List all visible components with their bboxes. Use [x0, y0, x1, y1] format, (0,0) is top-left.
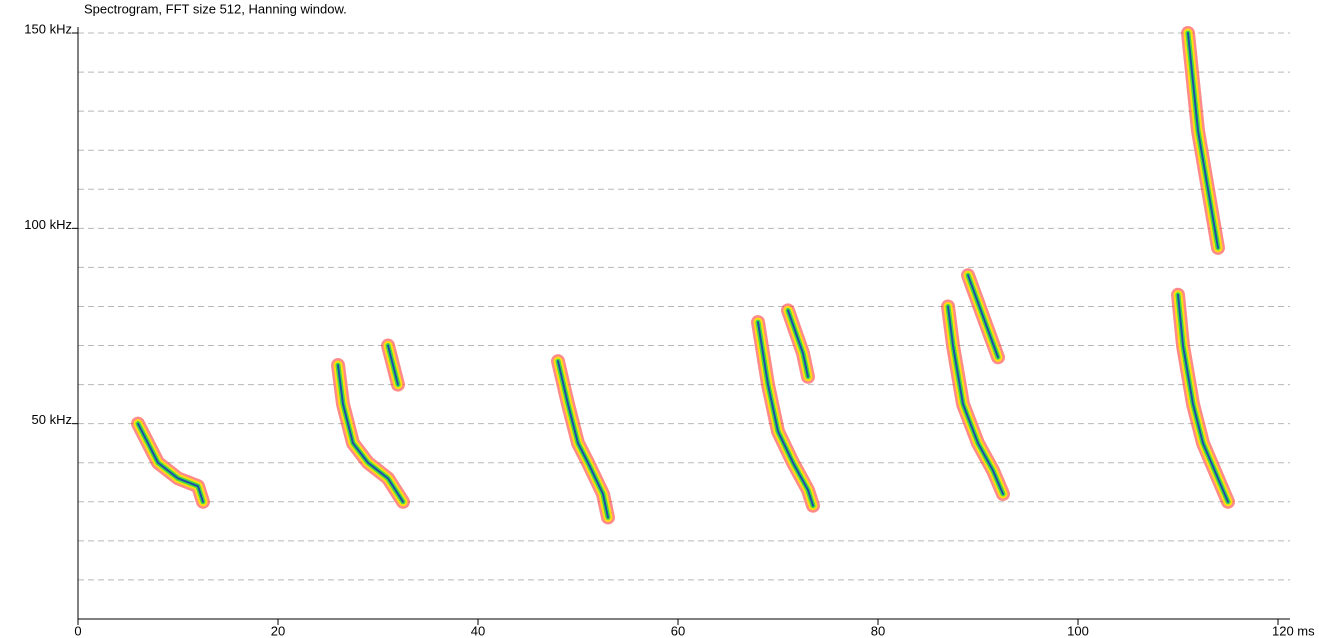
call-trace	[557, 360, 609, 519]
y-tick-label: 100 kHz	[24, 217, 72, 232]
call-trace	[967, 274, 999, 359]
call-trace	[337, 364, 404, 503]
call-trace	[947, 305, 1004, 495]
call-trace	[1177, 293, 1229, 503]
x-tick-label: 100	[1067, 623, 1089, 638]
x-tick-label: 60	[671, 623, 685, 638]
chart-title: Spectrogram, FFT size 512, Hanning windo…	[84, 1, 347, 16]
call-trace	[387, 344, 399, 386]
x-tick-label: 40	[471, 623, 485, 638]
x-tick-label: 20	[271, 623, 285, 638]
call-trace	[137, 422, 204, 503]
call-trace	[757, 321, 814, 507]
call-trace	[787, 309, 809, 378]
x-tick-label: 0	[74, 623, 81, 638]
y-tick-label: 50 kHz	[32, 412, 72, 427]
x-tick-label: 120 ms	[1272, 623, 1315, 638]
y-tick-label: 150 kHz	[24, 21, 72, 36]
x-tick-label: 80	[871, 623, 885, 638]
call-trace	[1187, 32, 1219, 249]
